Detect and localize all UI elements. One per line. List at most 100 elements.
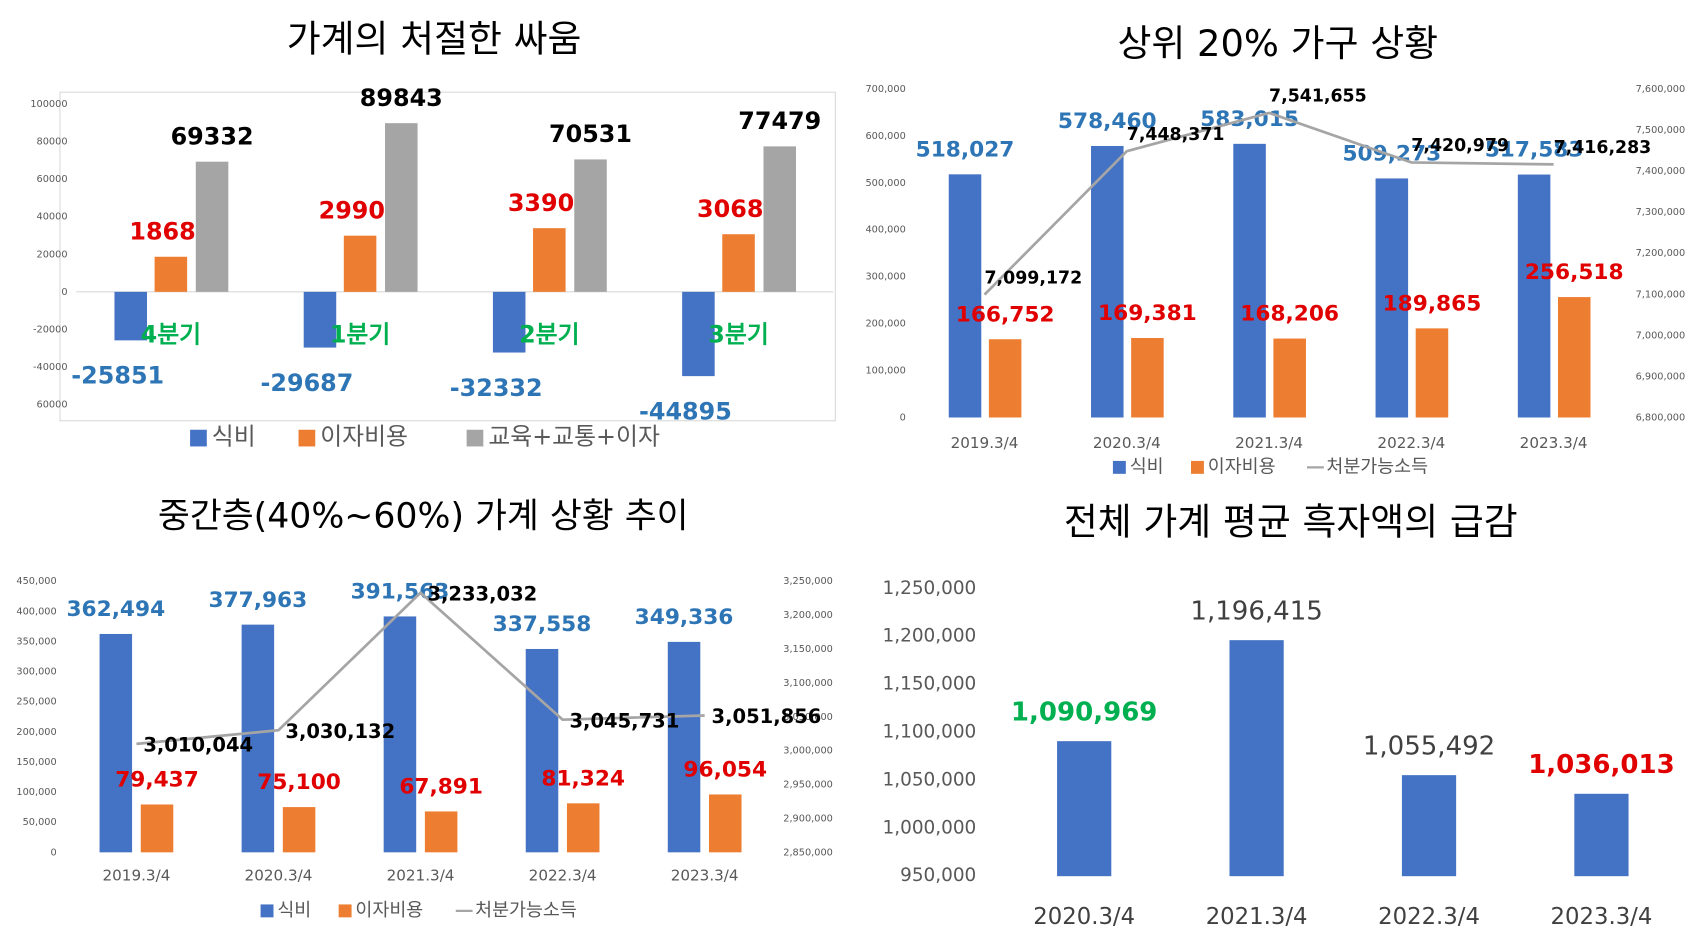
- line-value-label: 3,045,731: [570, 709, 680, 732]
- chart-title: 가계의 처절한 싸움: [287, 18, 582, 61]
- bar: [988, 339, 1022, 418]
- bar: [1229, 640, 1284, 877]
- value-label: 67,891: [399, 775, 483, 800]
- y2-tick-label: 7,600,000: [1636, 84, 1686, 95]
- y-tick-label: -20000: [33, 324, 68, 335]
- value-label: 89843: [360, 84, 443, 112]
- value-label: 96,054: [683, 758, 767, 783]
- y2-tick-label: 7,500,000: [1636, 125, 1686, 136]
- y-tick-label: 400,000: [865, 225, 905, 236]
- bar: [566, 803, 600, 853]
- bar: [241, 624, 275, 853]
- bar: [1057, 741, 1112, 877]
- y2-tick-label: 7,200,000: [1636, 248, 1686, 259]
- y-tick-label: 150,000: [16, 757, 56, 768]
- y2-tick-label: 7,000,000: [1636, 330, 1686, 341]
- bar: [1557, 297, 1591, 418]
- y-tick-label: 20000: [37, 249, 68, 260]
- y2-tick-label: 7,300,000: [1636, 207, 1686, 218]
- bar: [1091, 145, 1124, 418]
- y-tick-label: 0: [61, 287, 67, 298]
- y-tick-label: 450,000: [16, 576, 56, 587]
- value-label: 69332: [171, 122, 254, 150]
- x-tick-label: 2020.3/4: [1093, 434, 1161, 452]
- y-tick-label: 1,200,000: [883, 626, 977, 647]
- bar: [1574, 793, 1629, 877]
- y-tick-label: 0: [900, 412, 906, 423]
- value-label: 256,518: [1525, 260, 1624, 285]
- value-label: 391,563: [351, 580, 450, 605]
- y-tick-label: 50,000: [23, 817, 57, 828]
- line-value-label: 3,233,032: [427, 582, 537, 605]
- y2-tick-label: 7,100,000: [1636, 289, 1686, 300]
- y2-tick-label: 2,850,000: [783, 847, 833, 858]
- value-label: 337,558: [493, 612, 592, 637]
- bar: [682, 291, 715, 377]
- y-tick-label: 100,000: [865, 366, 905, 377]
- bar: [195, 161, 229, 292]
- legend-label: 처분가능소득: [1326, 456, 1428, 477]
- chart-title: 상위 20% 가구 상황: [1117, 22, 1438, 65]
- bar: [424, 811, 458, 853]
- bar: [763, 146, 797, 292]
- bar: [99, 633, 133, 853]
- value-label: -32332: [450, 374, 543, 402]
- value-label: 189,865: [1383, 292, 1482, 317]
- y-tick-label: -40000: [33, 362, 68, 373]
- y-tick-label: 400,000: [16, 606, 56, 617]
- value-label: 166,752: [956, 302, 1055, 327]
- y2-tick-label: 3,000,000: [783, 746, 833, 757]
- line-value-label: 7,420,979: [1411, 136, 1509, 156]
- y-tick-label: 100000: [30, 99, 67, 110]
- bar: [948, 174, 982, 418]
- bar: [383, 616, 417, 853]
- bar: [533, 228, 566, 292]
- y-tick-label: 40000: [37, 212, 68, 223]
- y2-tick-label: 6,800,000: [1636, 412, 1686, 423]
- value-label: 518,027: [916, 137, 1015, 162]
- x-tick-label: 2021.3/4: [1235, 434, 1303, 452]
- value-label: -25851: [71, 362, 164, 390]
- x-tick-label: 2023.3/4: [671, 867, 739, 885]
- value-label: -29687: [261, 369, 354, 397]
- y2-tick-label: 7,400,000: [1636, 166, 1686, 177]
- bar: [385, 123, 418, 292]
- y2-tick-label: 3,150,000: [783, 644, 833, 655]
- bar: [525, 648, 559, 853]
- bar: [708, 794, 742, 853]
- y-tick-label: 350,000: [16, 636, 56, 647]
- y-tick-label: 500,000: [865, 178, 905, 189]
- value-label: 168,206: [1240, 302, 1339, 327]
- x-tick-label: 3분기: [708, 321, 768, 349]
- legend-marker: [1190, 460, 1204, 474]
- y-tick-label: 300,000: [865, 272, 905, 283]
- y-tick-label: 700,000: [865, 84, 905, 95]
- y-tick-label: 300,000: [16, 667, 56, 678]
- value-label: 349,336: [635, 605, 734, 630]
- bar: [722, 234, 755, 292]
- x-tick-label: 2021.3/4: [387, 867, 455, 885]
- y2-tick-label: 3,200,000: [783, 610, 833, 621]
- legend-marker: [190, 429, 207, 447]
- y2-tick-label: 3,050,000: [783, 712, 833, 723]
- value-label: 1,055,492: [1363, 731, 1495, 761]
- bar: [1517, 174, 1551, 418]
- bar: [140, 804, 174, 853]
- value-label: 578,460: [1058, 109, 1157, 134]
- line-value-label: 7,416,283: [1554, 138, 1652, 158]
- chart-border: [59, 91, 836, 422]
- x-tick-label: 4분기: [141, 321, 201, 349]
- x-tick-label: 2020.3/4: [245, 867, 313, 885]
- line: [136, 590, 705, 746]
- y-tick-label: 200,000: [865, 319, 905, 330]
- value-label: 1,090,969: [1011, 697, 1157, 727]
- value-label: 362,494: [66, 597, 165, 622]
- x-tick-label: 2019.3/4: [951, 434, 1019, 452]
- y2-tick-label: 2,900,000: [783, 813, 833, 824]
- x-tick-label: 2022.3/4: [529, 867, 597, 885]
- legend-marker: [466, 429, 484, 447]
- x-tick-label: 2020.3/4: [1033, 904, 1135, 930]
- legend-label: 식비: [277, 900, 311, 921]
- value-label: 77479: [738, 107, 821, 135]
- x-tick-label: 2021.3/4: [1206, 904, 1308, 930]
